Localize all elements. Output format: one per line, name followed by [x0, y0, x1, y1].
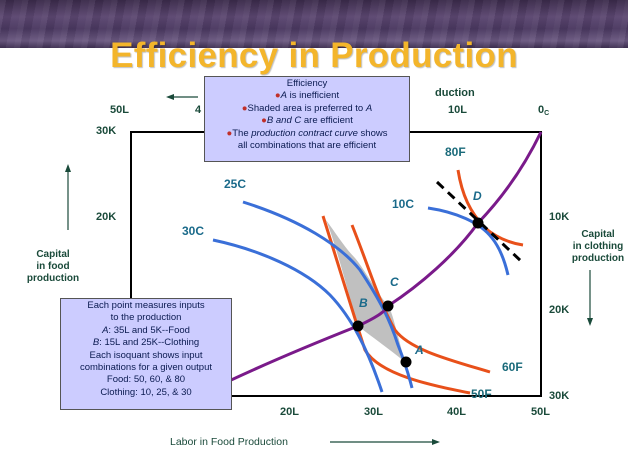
food-isoquant-50F [321, 215, 471, 395]
tangent-line-D [435, 180, 524, 264]
point-label-D: D [473, 189, 482, 203]
info-line-5: Each isoquant shows input [89, 349, 203, 361]
label-60F: 60F [502, 360, 523, 374]
label-10C: 10C [392, 197, 415, 211]
top-left-arrow-head [166, 94, 174, 100]
top-tick-4: 4 [195, 104, 202, 116]
right-tick-20K: 20K [549, 304, 570, 316]
clothing-isoquant-10C [427, 206, 510, 276]
top-axis-label: duction [435, 87, 475, 99]
label-50F: 50F [471, 387, 492, 401]
efficiency-note-box: Efficiency ●A is inefficient ●Shaded are… [204, 76, 410, 162]
header-banner [0, 0, 628, 48]
info-line-6: combinations for a given output [79, 362, 213, 374]
bottom-tick-40L: 40L [447, 406, 466, 418]
efficiency-item-4: ●The production contract curve shows [226, 127, 388, 139]
point-B [352, 320, 364, 332]
info-line-2: to the production [110, 312, 182, 324]
efficiency-heading: Efficiency [286, 78, 328, 89]
info-line-4: B: 15L and 25K--Clothing [92, 337, 200, 349]
left-tick-20K: 20K [96, 211, 117, 223]
point-label-B: B [359, 296, 368, 310]
label-30C: 30C [182, 224, 205, 238]
shaded-preferred-area [326, 220, 405, 362]
efficiency-item-4-cont: all combinations that are efficient [237, 140, 377, 152]
bottom-tick-30L: 30L [364, 406, 383, 418]
point-A [400, 356, 412, 368]
point-label-C: C [390, 275, 399, 289]
efficiency-item-3: ●B and C are efficient [261, 115, 353, 127]
point-C [382, 300, 394, 312]
info-line-7: Food: 50, 60, & 80 [106, 374, 186, 386]
info-line-8: Clothing: 10, 25, & 30 [100, 386, 192, 398]
label-25C: 25C [224, 177, 247, 191]
efficiency-item-2: ●Shaded area is preferred to A [241, 102, 373, 114]
left-tick-30K: 30K [96, 125, 117, 137]
info-line-3: A: 35L and 5K--Food [102, 324, 190, 336]
label-80F: 80F [445, 145, 466, 159]
right-side-label: Capital in clothing production [571, 229, 625, 264]
info-line-1: Each point measures inputs [87, 300, 205, 311]
top-tick-10L: 10L [448, 104, 467, 116]
right-tick-30K: 30K [549, 390, 570, 402]
bottom-tick-50L: 50L [531, 406, 550, 418]
top-tick-50L: 50L [110, 104, 129, 116]
slide-title: Efficiency in Production [110, 36, 518, 75]
info-note-box: Each point measures inputs to the produc… [60, 298, 232, 410]
efficiency-item-1: ●A is inefficient [274, 90, 340, 102]
right-tick-10K: 10K [549, 211, 570, 223]
point-D [472, 217, 484, 229]
top-origin-0c: 0C [538, 104, 550, 117]
right-down-arrow-head [587, 318, 593, 326]
food-isoquant-60F [350, 224, 491, 374]
left-up-arrow-head [65, 164, 71, 172]
bottom-right-arrow-head [432, 439, 440, 445]
bottom-tick-20L: 20L [280, 406, 299, 418]
left-side-label: Capital in food production [26, 249, 80, 284]
bottom-axis-label: Labor in Food Production [170, 436, 288, 448]
clothing-isoquant-30C [212, 238, 384, 393]
point-label-A: A [415, 343, 424, 357]
